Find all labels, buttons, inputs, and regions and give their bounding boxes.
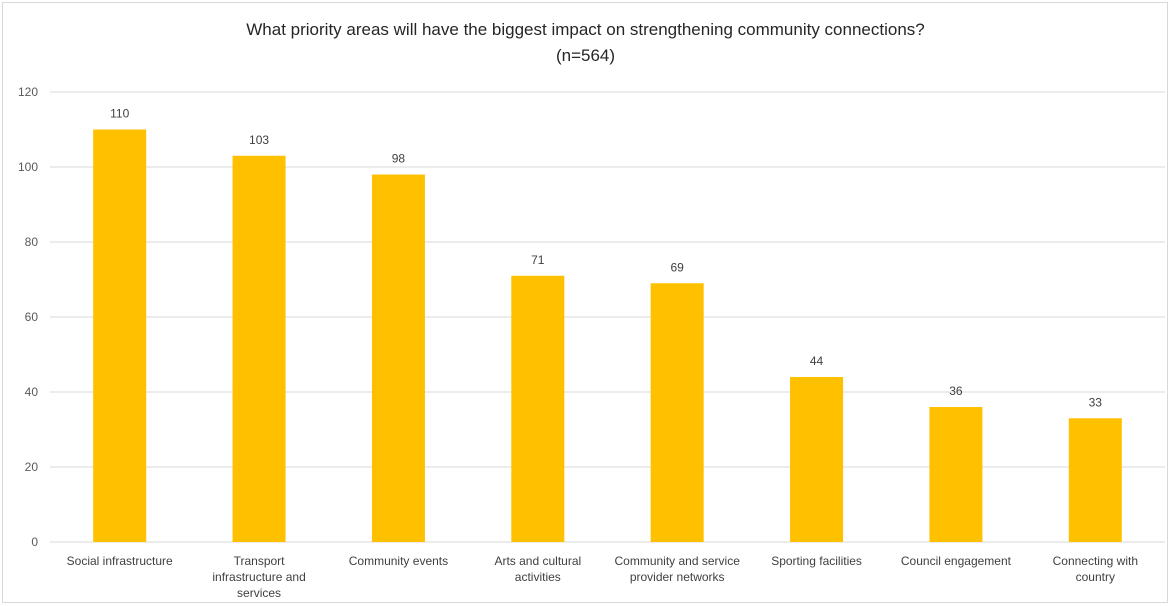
y-tick-label: 0 (31, 535, 38, 549)
y-tick-label: 20 (25, 460, 39, 474)
category-label: provider networks (630, 570, 725, 584)
data-label: 110 (110, 107, 129, 121)
bar-0 (93, 129, 147, 542)
category-label: Council engagement (901, 554, 1012, 568)
y-tick-label: 80 (25, 235, 39, 249)
x-axis-category-labels: Social infrastructure Transport infrastruc… (67, 554, 1138, 600)
category-label: services (237, 586, 281, 600)
category-label: country (1076, 570, 1115, 584)
category-label: Social infrastructure (67, 554, 173, 568)
chart-subtitle: (n=564) (555, 46, 616, 65)
bar-6 (929, 407, 983, 542)
category-label: Transport (234, 554, 286, 568)
y-axis-tick-labels: 0 20 40 60 80 100 120 (18, 85, 38, 549)
data-label: 36 (949, 384, 963, 398)
category-label: Arts and cultural (494, 554, 581, 568)
data-labels: 110 103 98 71 69 44 36 33 (110, 107, 1102, 410)
bar-5 (790, 377, 844, 542)
y-tick-label: 60 (25, 310, 39, 324)
category-label: infrastructure and (212, 570, 305, 584)
bar-2 (371, 174, 425, 542)
bar-1 (232, 155, 286, 542)
bar-4 (650, 283, 704, 542)
data-label: 71 (531, 253, 545, 267)
bar-7 (1068, 418, 1122, 542)
bar-3 (511, 275, 565, 542)
data-label: 69 (671, 260, 685, 274)
data-label: 103 (249, 133, 269, 147)
category-label: Community and service (614, 554, 740, 568)
data-label: 33 (1089, 395, 1103, 409)
gridlines (50, 91, 1165, 543)
category-label: Connecting with (1053, 554, 1138, 568)
chart-title: What priority areas will have the bigges… (246, 20, 925, 39)
y-tick-label: 100 (18, 160, 38, 174)
y-tick-label: 120 (18, 85, 38, 99)
data-label: 98 (392, 152, 406, 166)
bars (93, 129, 1122, 542)
category-label: Sporting facilities (771, 554, 862, 568)
category-label: Community events (349, 554, 448, 568)
y-tick-label: 40 (25, 385, 39, 399)
category-label: activities (515, 570, 561, 584)
data-label: 44 (810, 354, 824, 368)
